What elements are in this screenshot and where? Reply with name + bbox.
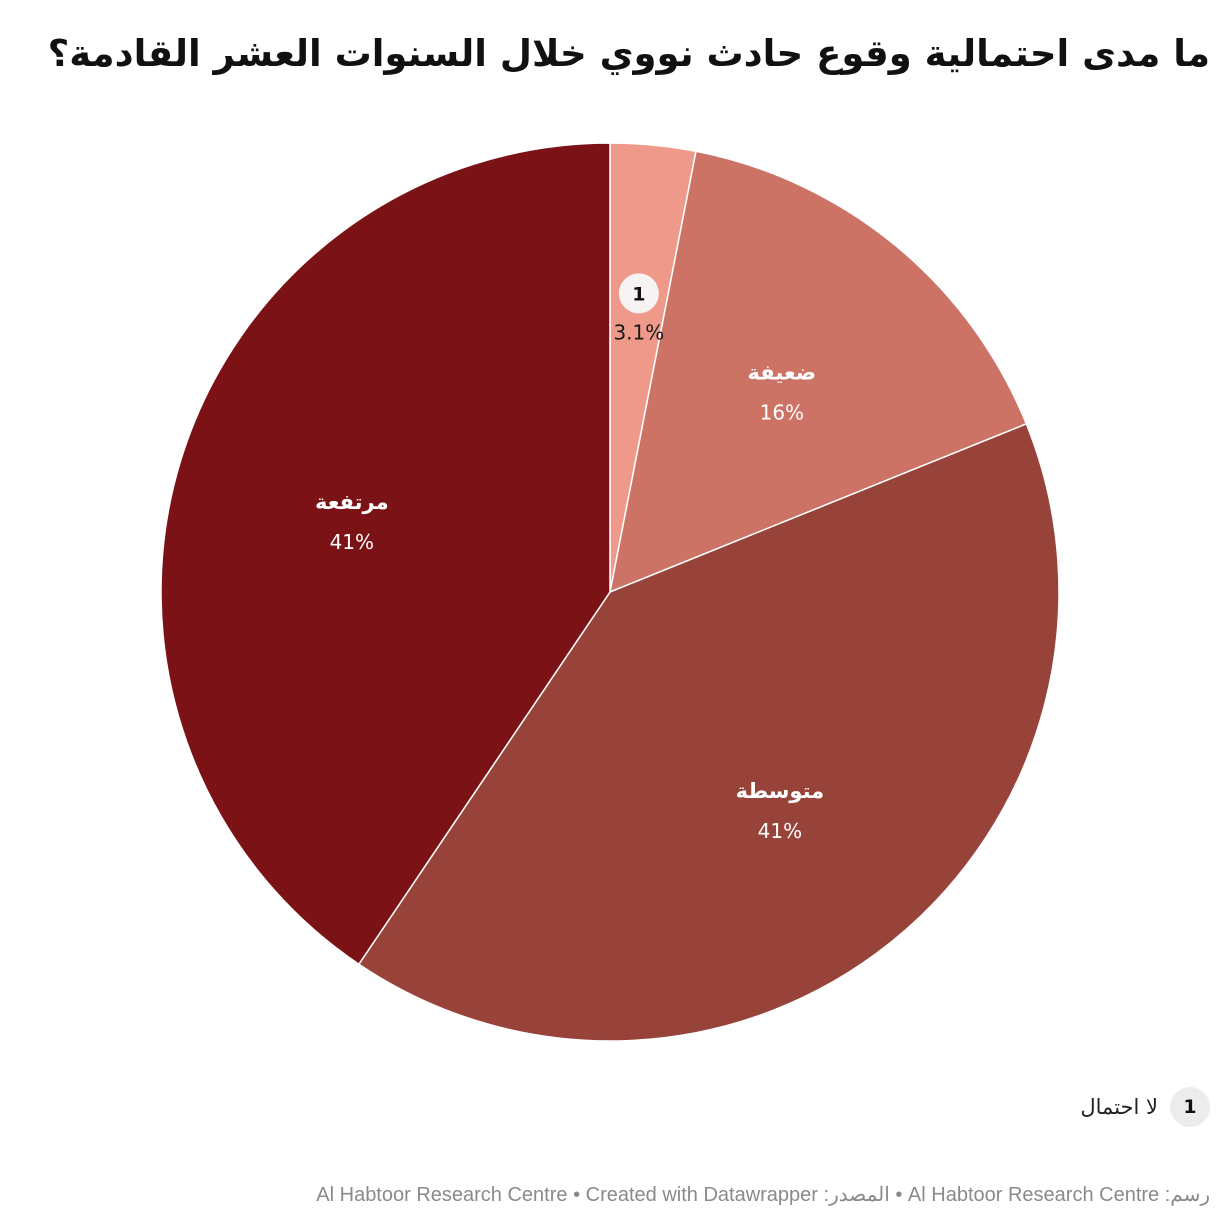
slice-value-label: 41% bbox=[758, 819, 802, 843]
slice-marker-label: 1 bbox=[632, 283, 645, 305]
slice-value-label: 3.1% bbox=[613, 320, 664, 344]
slice-category-label: ضعيفة bbox=[748, 361, 817, 385]
pie-slice-3 bbox=[357, 422, 1060, 1042]
slice-value-label: 16% bbox=[760, 401, 804, 425]
legend-marker: 1 bbox=[1170, 1087, 1210, 1127]
slice-category-label: مرتفعة bbox=[315, 490, 389, 514]
chart-title: ما مدى احتمالية وقوع حادث نووي خلال السن… bbox=[47, 32, 1210, 75]
legend: 1 لا احتمال bbox=[1080, 1086, 1210, 1128]
pie-slice-2 bbox=[608, 150, 1028, 594]
slice-value-label: 41% bbox=[330, 530, 374, 554]
slice-category-label: متوسطة bbox=[736, 779, 825, 803]
legend-label: لا احتمال bbox=[1080, 1095, 1158, 1119]
slice-marker-badge bbox=[618, 273, 659, 314]
footer-credits: رسم: Al Habtoor Research Centre • المصدر… bbox=[316, 1184, 1210, 1206]
pie-slice-4 bbox=[160, 142, 611, 966]
